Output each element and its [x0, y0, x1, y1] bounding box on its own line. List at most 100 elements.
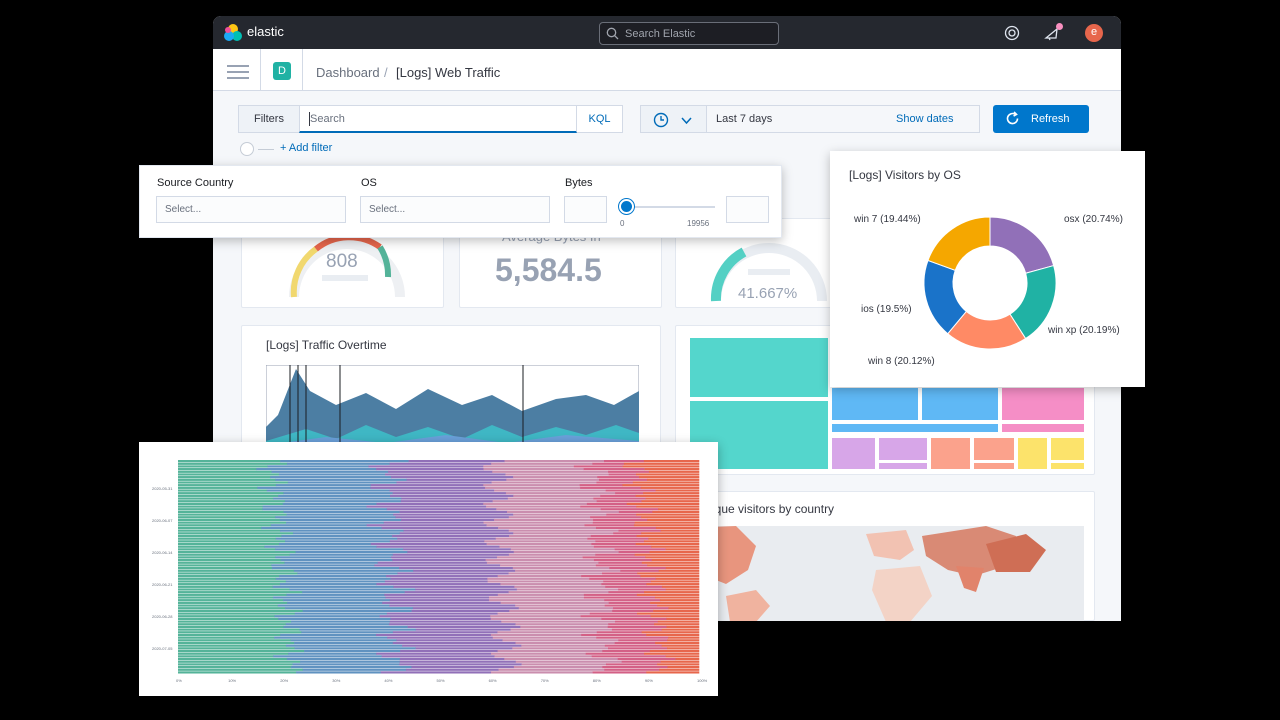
stacked-bar-segment[interactable] [513, 476, 598, 479]
stacked-bar-segment[interactable] [302, 668, 407, 671]
stacked-bar-segment[interactable] [603, 580, 652, 583]
stacked-bar-segment[interactable] [513, 494, 601, 497]
stacked-bar-segment[interactable] [262, 508, 388, 511]
stacked-bar-segment[interactable] [386, 612, 498, 615]
stacked-bar-segment[interactable] [281, 534, 393, 538]
stacked-bar-segment[interactable] [592, 462, 625, 465]
stacked-bar-segment[interactable] [376, 502, 484, 505]
stacked-bar-segment[interactable] [396, 639, 503, 642]
stacked-bar-segment[interactable] [586, 502, 628, 505]
quick-time-menu-button[interactable] [640, 105, 707, 133]
stacked-bar-segment[interactable] [366, 505, 487, 508]
stacked-bar-segment[interactable] [580, 486, 642, 489]
stacked-bar-segment[interactable] [178, 644, 287, 647]
stacked-bar-segment[interactable] [383, 521, 484, 524]
stacked-bar-segment[interactable] [178, 625, 284, 629]
stacked-bar-segment[interactable] [615, 492, 644, 495]
stacked-bar-segment[interactable] [302, 609, 412, 612]
stacked-bar-segment[interactable] [388, 623, 516, 626]
stacked-bar-segment[interactable] [657, 663, 700, 666]
stacked-bar-segment[interactable] [596, 481, 634, 484]
stacked-bar-segment[interactable] [636, 505, 700, 508]
stacked-bar-segment[interactable] [485, 486, 581, 489]
stacked-bar-segment[interactable] [654, 596, 700, 599]
stacked-bar-segment[interactable] [178, 628, 300, 631]
stacked-bar-segment[interactable] [389, 620, 502, 623]
stacked-bar-segment[interactable] [487, 577, 590, 580]
stacked-bar-segment[interactable] [370, 542, 487, 546]
stacked-bar-segment[interactable] [604, 668, 660, 671]
stacked-bar-segment[interactable] [294, 641, 394, 645]
stacked-bar-segment[interactable] [178, 633, 281, 637]
stacked-bar-segment[interactable] [603, 460, 645, 463]
stacked-bar-segment[interactable] [660, 529, 700, 532]
stacked-bar-segment[interactable] [609, 567, 667, 570]
stacked-bar-segment[interactable] [502, 639, 619, 642]
stacked-bar-segment[interactable] [655, 526, 700, 530]
stacked-bar-segment[interactable] [520, 625, 609, 629]
global-search-input[interactable]: Search Elastic [599, 22, 779, 45]
stacked-bar-segment[interactable] [284, 561, 378, 564]
stacked-bar-segment[interactable] [636, 513, 700, 516]
stacked-bar-segment[interactable] [486, 524, 585, 527]
stacked-bar-segment[interactable] [178, 465, 268, 468]
stacked-bar-segment[interactable] [583, 468, 645, 471]
stacked-bar-segment[interactable] [178, 649, 305, 653]
stacked-bar-segment[interactable] [376, 468, 484, 471]
stacked-bar-segment[interactable] [285, 607, 414, 610]
stacked-bar-segment[interactable] [605, 663, 658, 666]
stacked-bar-segment[interactable] [643, 460, 700, 463]
stacked-bar-segment[interactable] [505, 492, 616, 495]
stacked-bar-segment[interactable] [514, 585, 606, 588]
stacked-bar-segment[interactable] [504, 460, 605, 463]
stacked-bar-segment[interactable] [659, 668, 700, 671]
bytes-max-input[interactable] [726, 196, 769, 223]
stacked-bar-segment[interactable] [515, 604, 606, 607]
stacked-bar-segment[interactable] [273, 655, 382, 658]
stacked-bar-segment[interactable] [284, 540, 391, 543]
stacked-bar-segment[interactable] [512, 647, 609, 650]
stacked-bar-segment[interactable] [648, 537, 700, 540]
stacked-bar-segment[interactable] [178, 663, 293, 666]
stacked-bar-segment[interactable] [178, 641, 295, 645]
stacked-bar-segment[interactable] [592, 671, 647, 674]
stacked-bar-segment[interactable] [607, 647, 668, 650]
stacked-bar-segment[interactable] [388, 470, 493, 473]
stacked-bar-segment[interactable] [267, 465, 369, 468]
stacked-bar-segment[interactable] [178, 604, 279, 607]
stacked-bar-segment[interactable] [513, 665, 603, 669]
stacked-bar-segment[interactable] [495, 537, 588, 540]
os-donut-chart[interactable] [920, 213, 1060, 353]
stacked-bar-segment[interactable] [579, 484, 623, 487]
breadcrumb-dashboard[interactable]: Dashboard [316, 65, 380, 80]
stacked-bar-segment[interactable] [290, 639, 397, 642]
stacked-bar-segment[interactable] [390, 617, 492, 621]
stacked-bar-segment[interactable] [379, 615, 491, 618]
stacked-bar-segment[interactable] [618, 639, 668, 642]
stacked-bar-segment[interactable] [486, 542, 592, 546]
stacked-bar-segment[interactable] [178, 462, 288, 465]
stacked-bar-segment[interactable] [598, 561, 643, 564]
stacked-bar-segment[interactable] [408, 460, 505, 463]
stacked-bar-segment[interactable] [178, 516, 276, 519]
stacked-bar-segment[interactable] [278, 542, 372, 546]
stacked-bar-segment[interactable] [295, 550, 408, 554]
stacked-bar-segment[interactable] [635, 473, 700, 476]
stacked-bar-segment[interactable] [657, 508, 700, 511]
stacked-bar-segment[interactable] [287, 481, 397, 484]
stacked-bar-segment[interactable] [662, 585, 700, 588]
stacked-bar-segment[interactable] [652, 510, 700, 514]
stacked-bar-segment[interactable] [387, 636, 494, 639]
stacked-bar-segment[interactable] [667, 665, 700, 669]
stacked-bar-segment[interactable] [497, 612, 591, 615]
stacked-bar-segment[interactable] [600, 508, 659, 511]
stacked-bar-segment[interactable] [581, 633, 647, 637]
stacked-bar-segment[interactable] [368, 465, 484, 468]
stacked-bar-segment[interactable] [279, 575, 387, 578]
stacked-bar-segment[interactable] [492, 636, 597, 639]
stacked-bar-segment[interactable] [277, 604, 390, 607]
stacked-bar-segment[interactable] [370, 484, 484, 487]
stacked-bar-segment[interactable] [415, 647, 513, 650]
stacked-bar-segment[interactable] [415, 628, 511, 631]
stacked-bar-segment[interactable] [178, 575, 280, 578]
